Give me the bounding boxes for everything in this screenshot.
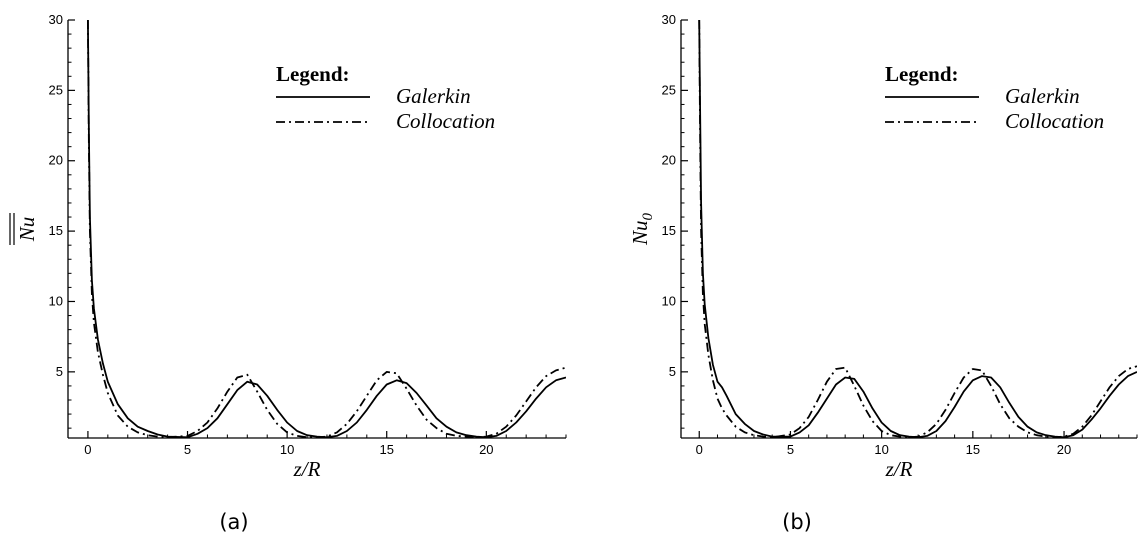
chart-a: 5 10 15 20 25 30 0 5 10 15 20 z/R Nu Legend: GalerkinC… [9, 12, 567, 481]
series-line-collocation [698, 20, 1137, 438]
x-axis-label: z/R [293, 457, 321, 481]
x-tick-label: 0 [84, 442, 91, 457]
panel-b: 5 10 15 20 25 30 0 5 10 15 20 z/R Nu0 Legend: Galerkin… [569, 0, 1138, 551]
y-tick-label: 20 [662, 153, 676, 168]
legend-label-galerkin: Galerkin [1005, 84, 1080, 108]
y-tick-label: 25 [662, 82, 676, 97]
x-tick-label: 5 [787, 442, 794, 457]
x-tick-label: 10 [874, 442, 888, 457]
legend-label-galerkin: Galerkin [396, 84, 471, 108]
y-axis-label-text: Nu [15, 217, 39, 243]
y-tick-label: 15 [662, 223, 676, 238]
chart-b: 5 10 15 20 25 30 0 5 10 15 20 z/R Nu0 Legend: Galerkin… [628, 12, 1138, 481]
y-tick-label: 5 [56, 364, 63, 379]
legend-label-collocation: Collocation [396, 109, 495, 133]
y-tick-label: 5 [669, 364, 676, 379]
y-tick-label: 10 [49, 293, 63, 308]
caption-b: (b) [782, 510, 812, 534]
panel-a: 5 10 15 20 25 30 0 5 10 15 20 z/R Nu Legend: Galerkin C… [9, 12, 567, 534]
y-axis-label: Nu [9, 213, 39, 245]
y-tick-label: 30 [49, 12, 63, 27]
x-tick-label: 10 [280, 442, 294, 457]
x-axis-label: z/R [885, 457, 913, 481]
x-tick-label: 15 [966, 442, 980, 457]
y-tick-label: 10 [662, 293, 676, 308]
y-tick-label: 20 [49, 153, 63, 168]
y-tick-label: 25 [49, 82, 63, 97]
y-axis-label-text: Nu0 [628, 212, 656, 246]
x-tick-label: 20 [479, 442, 493, 457]
legend-title: Legend: [885, 62, 959, 86]
caption-a: (a) [219, 510, 249, 534]
y-tick-label: 30 [662, 12, 676, 27]
x-tick-label: 5 [184, 442, 191, 457]
y-axis-label-subscript: 0 [640, 212, 656, 220]
y-axis-label: Nu0 [628, 212, 656, 246]
legend-title: Legend: [276, 62, 350, 86]
x-tick-label: 15 [379, 442, 393, 457]
x-tick-label: 0 [696, 442, 703, 457]
legend-label-collocation: Collocation [1005, 109, 1104, 133]
y-tick-label: 15 [49, 223, 63, 238]
x-tick-label: 20 [1057, 442, 1071, 457]
